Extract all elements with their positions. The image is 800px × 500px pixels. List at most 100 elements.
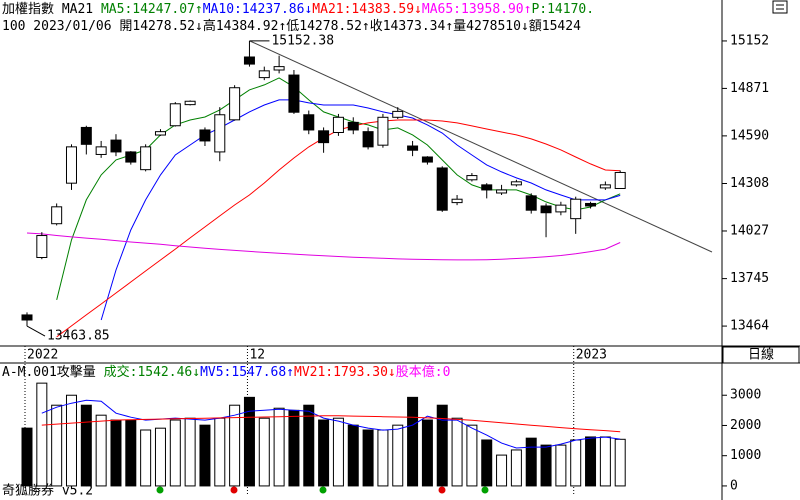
candle-body [332,116,344,133]
signal-dot [156,486,164,494]
header-item: 加權指數 MA21 [2,2,101,17]
volume-bar [95,414,107,487]
header-line: A-M.001攻擊量 成交:1542.46↓MV5:1547.68↑MV21:1… [2,364,450,380]
volume-bar [80,404,92,487]
x-tick-label: 2023 [576,348,607,363]
candle-body [392,110,404,118]
candle-body [51,206,63,225]
signal-dot [481,486,489,494]
candle-body [362,131,374,148]
candle-body [303,114,315,131]
period-box[interactable] [722,346,800,364]
candle-body [80,126,92,145]
candle-body [36,235,48,259]
y-tick-label: 2000 [730,418,761,433]
candle-body [496,189,508,194]
volume-bar [421,419,433,487]
candle-body [377,116,389,146]
volume-bar [332,417,344,487]
volume-bar [110,419,122,487]
volume-bar [65,394,77,487]
volume-bar [214,417,226,487]
volume-bar [510,449,522,487]
candle-body [421,156,433,163]
candle-body [169,103,181,127]
y-tick-label: 3000 [730,388,761,403]
header-item: MA5:14247.07↑ [101,2,203,17]
candle-body [451,198,463,204]
y-tick-label: 14027 [730,223,769,238]
candle-body [540,205,552,214]
volume-bar [199,424,211,487]
ma-line [41,415,621,433]
ma-line [26,232,621,261]
header-line: 100 2023/01/06 開14278.52↓高14384.92↑低1427… [2,18,581,34]
volume-bar [496,454,508,487]
candle-body [510,181,522,186]
volume-bar [525,437,537,487]
candle-body [154,131,166,136]
header-item: A-M.001攻擊量 [2,364,104,380]
candle-body [258,70,270,79]
y-tick-label: 14871 [730,81,769,96]
volume-bar [36,382,48,487]
candle-body [199,129,211,142]
signal-dot [230,486,238,494]
trend-line [249,40,713,253]
annotation: 15152.38 [271,33,334,48]
y-tick-label: 14308 [730,176,769,191]
header-item: MA65:13958.90↑ [422,2,532,17]
y-tick-label: 0 [730,478,738,493]
header-item: 股本億:0 [396,364,451,380]
volume-bar [614,438,626,487]
volume-bar [243,396,255,487]
candle-body [214,114,226,153]
brand-label: 奇狐勝券 v5.2 [2,483,93,499]
volume-bar [347,424,359,487]
candle-body [436,167,448,211]
candle-body [481,184,493,191]
volume-bar [585,436,597,487]
volume-bar [288,409,300,487]
volume-bar [451,417,463,487]
header-item: P:14170. [531,2,594,17]
volume-bar [140,429,152,487]
volume-bar [377,429,389,487]
volume-bar [436,404,448,487]
volume-bar [599,436,611,487]
header-item: MA21:14383.59↓ [312,2,422,17]
volume-bar [303,404,315,487]
volume-bar [125,419,137,487]
header-line: 加權指數 MA21 MA5:14247.07↑MA10:14237.86↓MA2… [2,2,594,17]
candle-body [570,198,582,220]
candle-body [555,204,567,213]
candle-body [110,139,122,153]
volume-bar [184,417,196,487]
candle-body [614,171,626,189]
volume-bar [154,427,166,487]
header-item: MV21:1793.30↓ [294,365,396,380]
volume-bar [481,439,493,487]
candle-body [243,56,255,65]
candle-body [585,202,597,207]
volume-bar [318,419,330,487]
y-tick-label: 13745 [730,271,769,286]
candle-body [407,145,419,151]
candle-body [21,314,33,321]
header-item: 100 2023/01/06 開14278.52↓高14384.92↑低1427… [2,18,581,34]
volume-bar [258,417,270,487]
header-item: MA10:14237.86↓ [203,2,313,17]
volume-bar [169,419,181,487]
candle-body [347,121,359,131]
period-label[interactable]: 日線 [748,347,774,363]
annotation: 13463.85 [47,329,110,344]
window-icon[interactable] [772,0,788,14]
signal-dot [438,486,446,494]
signal-dot [319,486,327,494]
candle-body [184,100,196,106]
candle-body [140,146,152,171]
y-tick-label: 15152 [730,33,769,48]
header-item: MV5:1547.68↑ [200,365,294,380]
volume-bar [466,424,478,487]
